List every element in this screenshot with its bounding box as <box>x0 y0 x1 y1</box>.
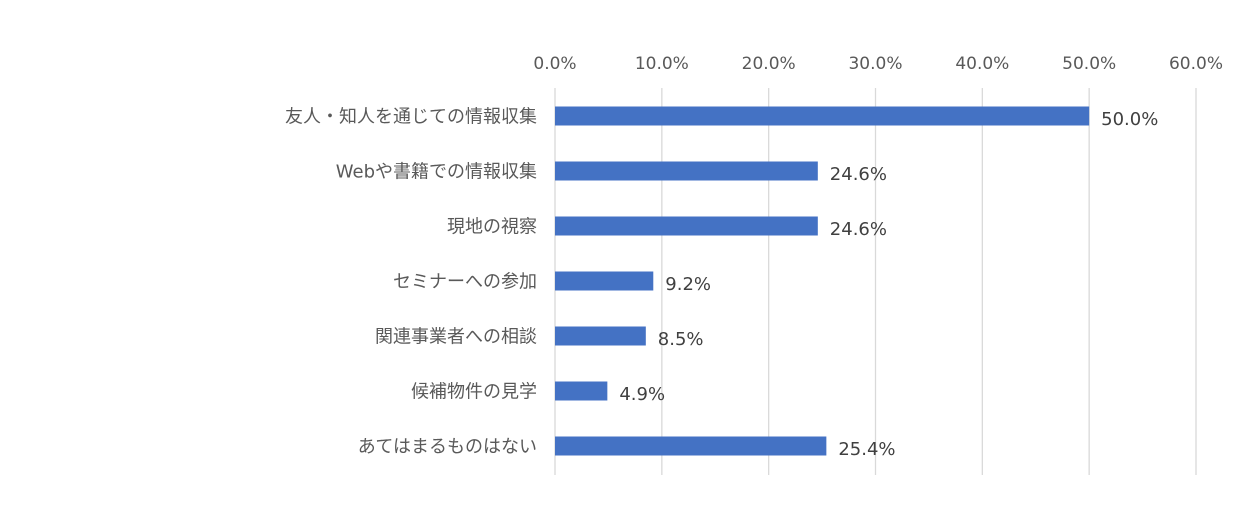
x-tick-label: 0.0% <box>533 54 576 74</box>
category-label: 友人・知人を通じての情報収集 <box>285 107 537 128</box>
data-label: 8.5% <box>658 329 704 350</box>
data-label: 24.6% <box>830 219 887 240</box>
data-label: 24.6% <box>830 164 887 185</box>
x-axis-tick-labels: 0.0% 10.0% 20.0% 30.0% 40.0% 50.0% 60.0% <box>533 54 1223 74</box>
data-label: 50.0% <box>1101 109 1158 130</box>
x-tick-label: 10.0% <box>635 54 689 74</box>
bar <box>555 381 608 401</box>
bar <box>555 271 654 291</box>
x-tick-label: 50.0% <box>1062 54 1116 74</box>
data-label: 4.9% <box>619 384 665 405</box>
bar <box>555 216 818 236</box>
bar <box>555 161 818 181</box>
bars <box>555 106 1090 456</box>
category-label: 関連事業者への相談 <box>375 327 537 348</box>
data-label: 25.4% <box>838 439 895 460</box>
category-label: 現地の視察 <box>447 217 537 238</box>
category-label: 候補物件の見学 <box>411 382 537 403</box>
bar <box>555 106 1090 126</box>
x-tick-label: 40.0% <box>955 54 1009 74</box>
data-labels: 50.0% 24.6% 24.6% 9.2% 8.5% 4.9% 25.4% <box>619 109 1158 460</box>
category-label: セミナーへの参加 <box>393 272 537 293</box>
category-labels: 友人・知人を通じての情報収集 Webや書籍での情報収集現地の視察セミナーへの参加関… <box>285 107 537 458</box>
category-label: あてはまるものはない <box>358 437 537 458</box>
data-label: 9.2% <box>665 274 711 295</box>
x-tick-label: 60.0% <box>1169 54 1223 74</box>
x-tick-label: 30.0% <box>848 54 902 74</box>
category-label: Webや書籍での情報収集 <box>336 162 537 183</box>
x-tick-label: 20.0% <box>742 54 796 74</box>
gridlines <box>554 88 1197 475</box>
bar <box>555 436 827 456</box>
bar <box>555 326 646 346</box>
